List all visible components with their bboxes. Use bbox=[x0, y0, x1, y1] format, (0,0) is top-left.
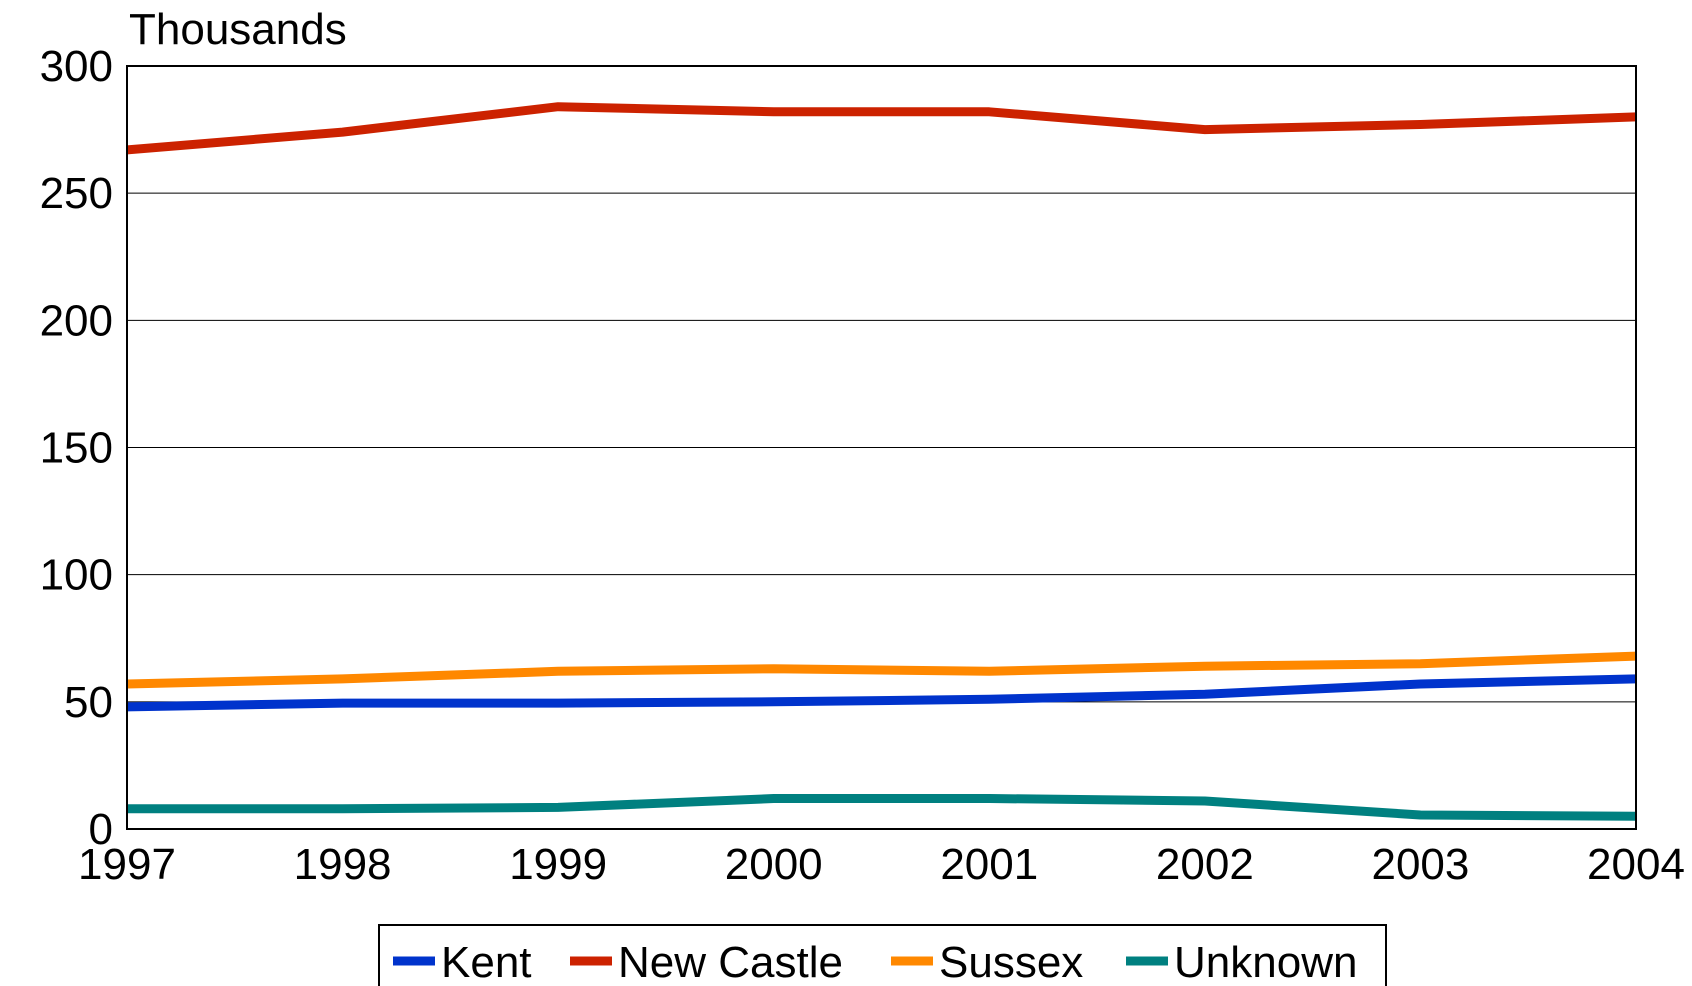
y-tick-label: 250 bbox=[40, 169, 113, 218]
y-tick-label: 150 bbox=[40, 424, 113, 473]
y-tick-label: 50 bbox=[64, 678, 113, 727]
x-tick-label: 1999 bbox=[509, 840, 607, 889]
gridlines bbox=[127, 192, 1636, 703]
y-tick-label: 200 bbox=[40, 296, 113, 345]
series-line-unknown bbox=[127, 794, 1637, 821]
legend-label: Unknown bbox=[1174, 938, 1357, 986]
x-tick-label: 2002 bbox=[1156, 840, 1254, 889]
series-line-kent bbox=[126, 674, 1637, 712]
y-axis-unit-label: Thousands bbox=[129, 5, 347, 54]
x-axis-ticks: 1997 1998 1999 2000 2001 2002 2003 2004 bbox=[78, 840, 1685, 889]
x-tick-label: 2003 bbox=[1371, 840, 1469, 889]
x-tick-label: 1997 bbox=[78, 840, 176, 889]
x-tick-label: 2001 bbox=[940, 840, 1038, 889]
plot-area-frame bbox=[126, 65, 1637, 830]
y-tick-label: 100 bbox=[40, 551, 113, 600]
series-line-sussex bbox=[126, 651, 1637, 689]
x-tick-label: 1998 bbox=[294, 840, 392, 889]
legend-box bbox=[378, 924, 1387, 986]
legend: Kent New Castle Sussex Unknown bbox=[378, 924, 1387, 986]
y-tick-label: 0 bbox=[89, 805, 113, 854]
series-lines bbox=[126, 102, 1637, 821]
series-line-new-castle bbox=[126, 102, 1637, 155]
legend-label: Sussex bbox=[939, 938, 1083, 986]
legend-label: New Castle bbox=[618, 938, 843, 986]
y-tick-label: 300 bbox=[40, 42, 113, 91]
legend-label: Kent bbox=[441, 938, 532, 986]
x-tick-label: 2004 bbox=[1587, 840, 1685, 889]
y-axis-ticks: 0 50 100 150 200 250 300 bbox=[40, 42, 113, 854]
x-tick-label: 2000 bbox=[725, 840, 823, 889]
